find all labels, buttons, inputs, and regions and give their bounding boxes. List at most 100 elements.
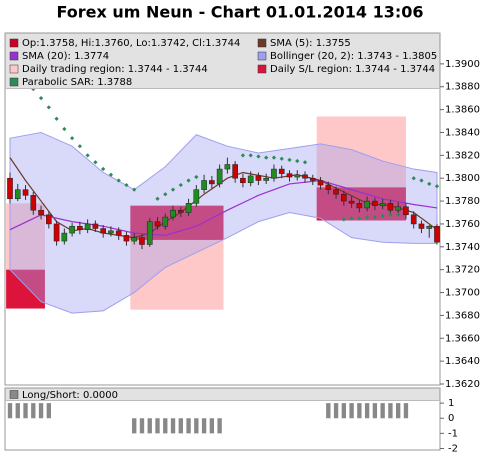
bar [341,403,347,419]
legend-label: Op:1.3758, Hi:1.3760, Lo:1.3742, Cl:1.37… [22,38,240,49]
sar-dot [411,176,416,181]
bar [23,403,28,419]
candle-body [209,180,215,185]
legend-swatch [9,64,19,74]
sar-dot [365,214,370,220]
sar-dot [240,153,246,158]
candle-body [403,206,409,216]
candle-body [92,223,99,229]
sar-dot [256,154,261,159]
candle-body [201,180,207,190]
sar-dot [85,153,90,158]
candle-body [38,209,44,216]
sar-dot [427,181,432,187]
bar [15,403,20,419]
legend-swatch [9,38,19,48]
y-tick-label: 1.3680 [445,310,480,321]
sar-dot [132,187,137,192]
y-tick-label: 1.3640 [445,356,480,367]
sar-dot [77,144,82,149]
y-tick-label: 1.3880 [445,82,480,93]
bar [147,418,152,434]
sar-dot [155,196,160,201]
y-tick-label: 1.3700 [445,288,480,299]
legend-swatch [9,390,19,399]
bar [38,403,44,419]
candle-body [278,168,285,174]
bar [372,403,378,419]
sar-dot [264,155,269,160]
region [316,116,406,188]
candle-body [286,173,293,178]
bar [163,418,168,434]
sma-line [9,179,438,236]
sar-dot [396,212,401,217]
y-tick-label: 1.3840 [445,127,480,138]
bar [380,403,385,419]
sar-dot [46,105,51,110]
bar [364,403,370,419]
y-tick-label: 1.3900 [445,59,480,70]
bar [139,418,145,434]
bar [194,418,199,434]
sar-dot [178,182,183,188]
bar [31,403,36,419]
candle-body [224,164,231,170]
sar-dot [194,174,199,180]
sar-dot [69,136,75,141]
candle-body [46,214,52,225]
candle-body [387,203,394,211]
candle-body [100,228,106,234]
bar [209,418,215,434]
candle-body [185,203,192,213]
candle-body [426,225,433,229]
candle-body [170,209,176,218]
sar-dot [62,126,67,132]
sar-dot [419,178,424,183]
bar [333,403,339,419]
sub-panel: 1 0 -1 -2 Long/Short: 0.0000 [5,388,458,454]
y-tick-label: 1.3740 [445,242,480,253]
bar [357,403,362,419]
bar [186,418,191,434]
candle-body [364,200,370,209]
sar-dot [302,160,308,165]
candle-body [434,225,440,243]
sar-dot [38,96,44,101]
candle-body [302,174,308,179]
candle-body [193,189,200,204]
candle-body [325,184,332,190]
sar-dot [287,157,292,163]
candle-body [348,200,355,204]
bar [155,418,160,434]
sma-line [9,157,438,239]
bar [349,403,354,419]
region [6,269,45,309]
candle-body [271,168,277,179]
legend-box [5,33,440,89]
legend-box [5,388,440,401]
candle-body [240,177,246,184]
candle-body [255,175,262,181]
candle-body [372,200,378,206]
candle-body [162,216,169,227]
legend-label: Daily S/L region: 1.3744 - 1.3744 [270,64,435,75]
sar-dot [124,182,129,188]
candle-body [317,180,324,186]
y-tick-label: 1.3720 [445,265,480,276]
sar-dot [186,178,191,183]
bar [132,418,137,434]
candle-body [154,221,161,227]
candle-body [69,225,75,234]
candle-body [131,237,138,242]
candle-body [146,221,153,245]
main-panel: 1.3620 1.3640 1.3660 1.3680 1.3700 1.3720 1.37… [5,33,480,390]
candle-body [294,174,301,178]
chart-title: Forex um Neun - Chart 01.01.2014 13:06 [56,3,423,22]
bar [7,403,13,419]
legend-swatch [9,77,19,87]
candle-body [84,223,91,230]
bar [217,418,222,434]
legend-label: Bollinger (20, 2): 1.3743 - 1.3805 [270,51,437,62]
